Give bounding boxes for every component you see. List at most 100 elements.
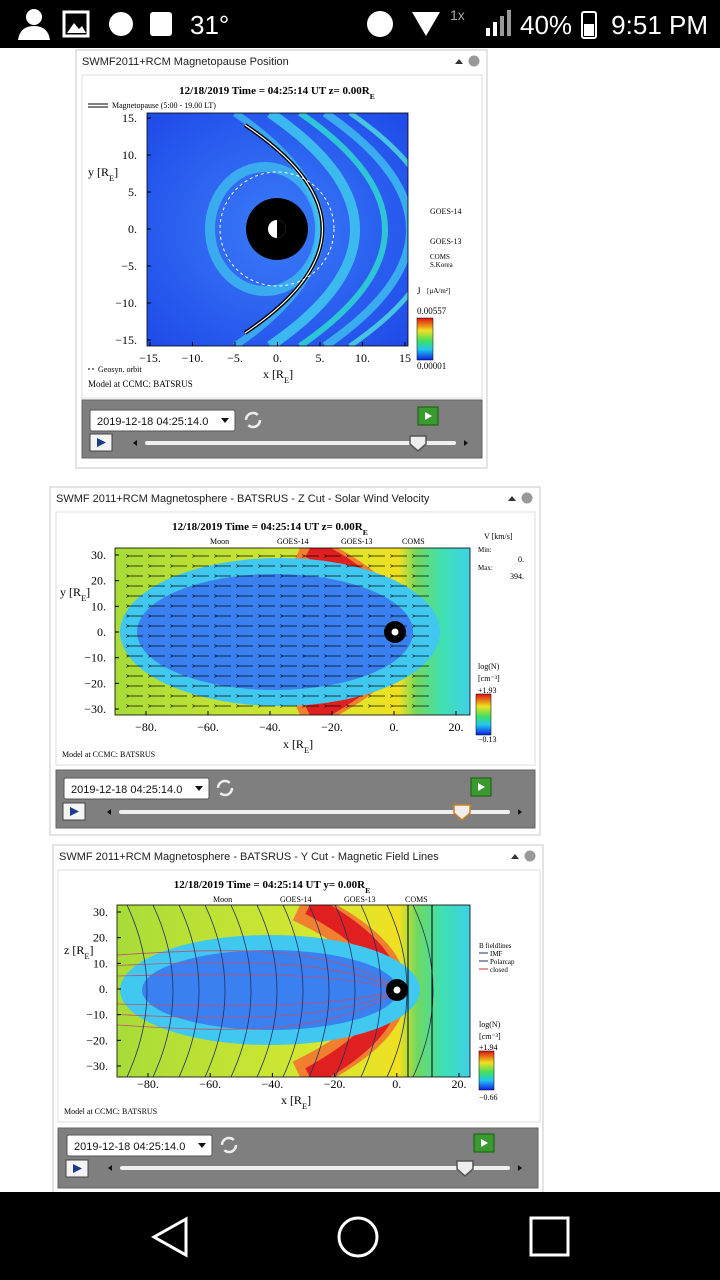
x-axis-label-part: x [R bbox=[281, 1093, 302, 1107]
x-tick-label: −60. bbox=[197, 720, 219, 734]
plot-header: 12/18/2019 Time = 04:25:14 UT y= 0.00RE bbox=[174, 879, 370, 895]
imf-fieldline bbox=[360, 905, 382, 1077]
field-band bbox=[267, 113, 360, 346]
x-axis-label: x [RE] bbox=[283, 737, 313, 755]
x-tick-label: 5. bbox=[316, 351, 325, 365]
imf-fieldline bbox=[178, 905, 200, 1077]
y-tick-label: 20. bbox=[93, 931, 108, 945]
slider-left-arrow bbox=[107, 809, 111, 815]
collapse-button[interactable] bbox=[508, 496, 516, 501]
x-tick-label: −80. bbox=[137, 1077, 159, 1091]
inner-band bbox=[205, 162, 325, 296]
field-band bbox=[322, 113, 408, 346]
plot-annotation: −0.66 bbox=[479, 1093, 498, 1102]
plot-annotation: Model at CCMC: BATSRUS bbox=[64, 1107, 157, 1116]
refresh-button[interactable] bbox=[216, 779, 234, 797]
x-axis-label: x [RE] bbox=[281, 1093, 311, 1111]
x-tick-label: 10. bbox=[355, 351, 370, 365]
plot-annotation: Polarcap bbox=[490, 958, 515, 966]
y-axis-label-part: z [R bbox=[64, 943, 84, 957]
plot: 12/18/2019 Time = 04:25:14 UT z= 0.00RE 1… bbox=[88, 85, 462, 389]
x-tick-label: −40. bbox=[259, 720, 281, 734]
earth bbox=[391, 628, 399, 636]
imf-fieldline bbox=[230, 905, 252, 1077]
slider-thumb[interactable] bbox=[456, 1160, 474, 1177]
y-tick-label: 30. bbox=[93, 905, 108, 919]
x-tick-label: −20. bbox=[321, 720, 343, 734]
plot-image bbox=[115, 548, 470, 715]
y-axis-label-part: y [R bbox=[60, 585, 81, 599]
plot-annotation: [µA/m²] bbox=[427, 287, 450, 295]
date-dropdown[interactable] bbox=[89, 409, 236, 432]
x-axis-label-part: E bbox=[302, 1102, 307, 1111]
plot-annotation: −0.13 bbox=[478, 735, 497, 744]
collapse-button[interactable] bbox=[511, 854, 519, 859]
back-button[interactable] bbox=[150, 1216, 188, 1258]
earth-night bbox=[277, 220, 286, 238]
imf-fieldline bbox=[126, 905, 148, 1077]
x-axis-label-part: x [R bbox=[283, 737, 304, 751]
movie-play-icon bbox=[478, 783, 485, 791]
plot-border bbox=[116, 904, 471, 1078]
plot-image bbox=[117, 905, 470, 1077]
recents-button[interactable] bbox=[529, 1216, 570, 1257]
geosync-orbit bbox=[219, 171, 335, 287]
slider-track bbox=[145, 441, 456, 445]
widget-title: SWMF2011+RCM Magnetopause Position bbox=[82, 56, 289, 68]
y-tick-label: −5. bbox=[121, 259, 137, 273]
imf-fieldline bbox=[334, 905, 356, 1077]
y-tick-label: 0. bbox=[99, 982, 108, 996]
plot-annotation: [cm⁻³] bbox=[479, 1032, 501, 1041]
collapse-button[interactable] bbox=[455, 59, 463, 64]
date-dropdown[interactable] bbox=[66, 1134, 213, 1157]
plot-header-part: 12/18/2019 Time = 04:25:14 UT z= 0.00R bbox=[172, 521, 364, 533]
x-axis-label-part: E bbox=[284, 376, 289, 385]
plot-annotation: Min: bbox=[478, 546, 492, 554]
plot: 12/18/2019 Time = 04:25:14 UT z= 0.00R E 3… bbox=[60, 521, 524, 759]
x-axis-label-part: x [R bbox=[263, 367, 284, 381]
slider-thumb[interactable] bbox=[409, 435, 427, 452]
imf-fieldline bbox=[308, 905, 330, 1077]
plot-annotation: Moon bbox=[213, 895, 232, 904]
home-button[interactable] bbox=[337, 1216, 379, 1258]
x-axis-label: x [RE] bbox=[263, 367, 293, 385]
widget-title: SWMF 2011+RCM Magnetosphere - BATSRUS - … bbox=[56, 493, 430, 505]
refresh-button[interactable] bbox=[220, 1136, 238, 1154]
plot-annotation: GOES-13 bbox=[430, 237, 462, 246]
plot-annotation: COMS bbox=[430, 253, 450, 261]
close-button[interactable] bbox=[468, 55, 480, 67]
close-button[interactable] bbox=[524, 850, 536, 862]
color-bar bbox=[475, 693, 492, 736]
y-tick-label: −10. bbox=[86, 1008, 108, 1022]
close-button[interactable] bbox=[521, 492, 533, 504]
x-axis-label-part: E bbox=[304, 746, 309, 755]
slider-thumb[interactable] bbox=[453, 804, 471, 821]
closed-fieldline bbox=[117, 973, 399, 1007]
x-tick-label: −80. bbox=[135, 720, 157, 734]
x-tick-label: −5. bbox=[227, 351, 243, 365]
y-tick-label: −15. bbox=[115, 333, 137, 347]
temperature: 31° bbox=[190, 10, 229, 40]
plot-annotation: +1.94 bbox=[479, 1043, 498, 1052]
plot-annotation: 0.00001 bbox=[417, 361, 446, 371]
x-axis-label-part: ] bbox=[307, 1093, 311, 1107]
earth bbox=[393, 986, 401, 994]
y-axis-label-part: E bbox=[84, 952, 89, 961]
y-tick-label: 0. bbox=[97, 625, 106, 639]
color-bar bbox=[478, 1050, 495, 1091]
plot-annotation: 394. bbox=[510, 572, 524, 581]
status-icons bbox=[18, 9, 597, 40]
plot-annotation: B fieldlines bbox=[479, 942, 512, 950]
x-tick-label: 15 bbox=[399, 351, 411, 365]
imf-fieldline bbox=[412, 905, 434, 1077]
refresh-button[interactable] bbox=[244, 411, 262, 429]
y-tick-label: 0. bbox=[128, 222, 137, 236]
x-tick-label: −15. bbox=[139, 351, 161, 365]
dropdown-arrow bbox=[221, 418, 229, 423]
plot-header: 12/18/2019 Time = 04:25:14 UT z= 0.00RE bbox=[179, 85, 375, 101]
y-axis-label-part: y [R bbox=[88, 165, 109, 179]
dropdown-arrow bbox=[198, 1143, 206, 1148]
play-icon bbox=[70, 807, 79, 816]
date-dropdown[interactable] bbox=[63, 777, 210, 800]
